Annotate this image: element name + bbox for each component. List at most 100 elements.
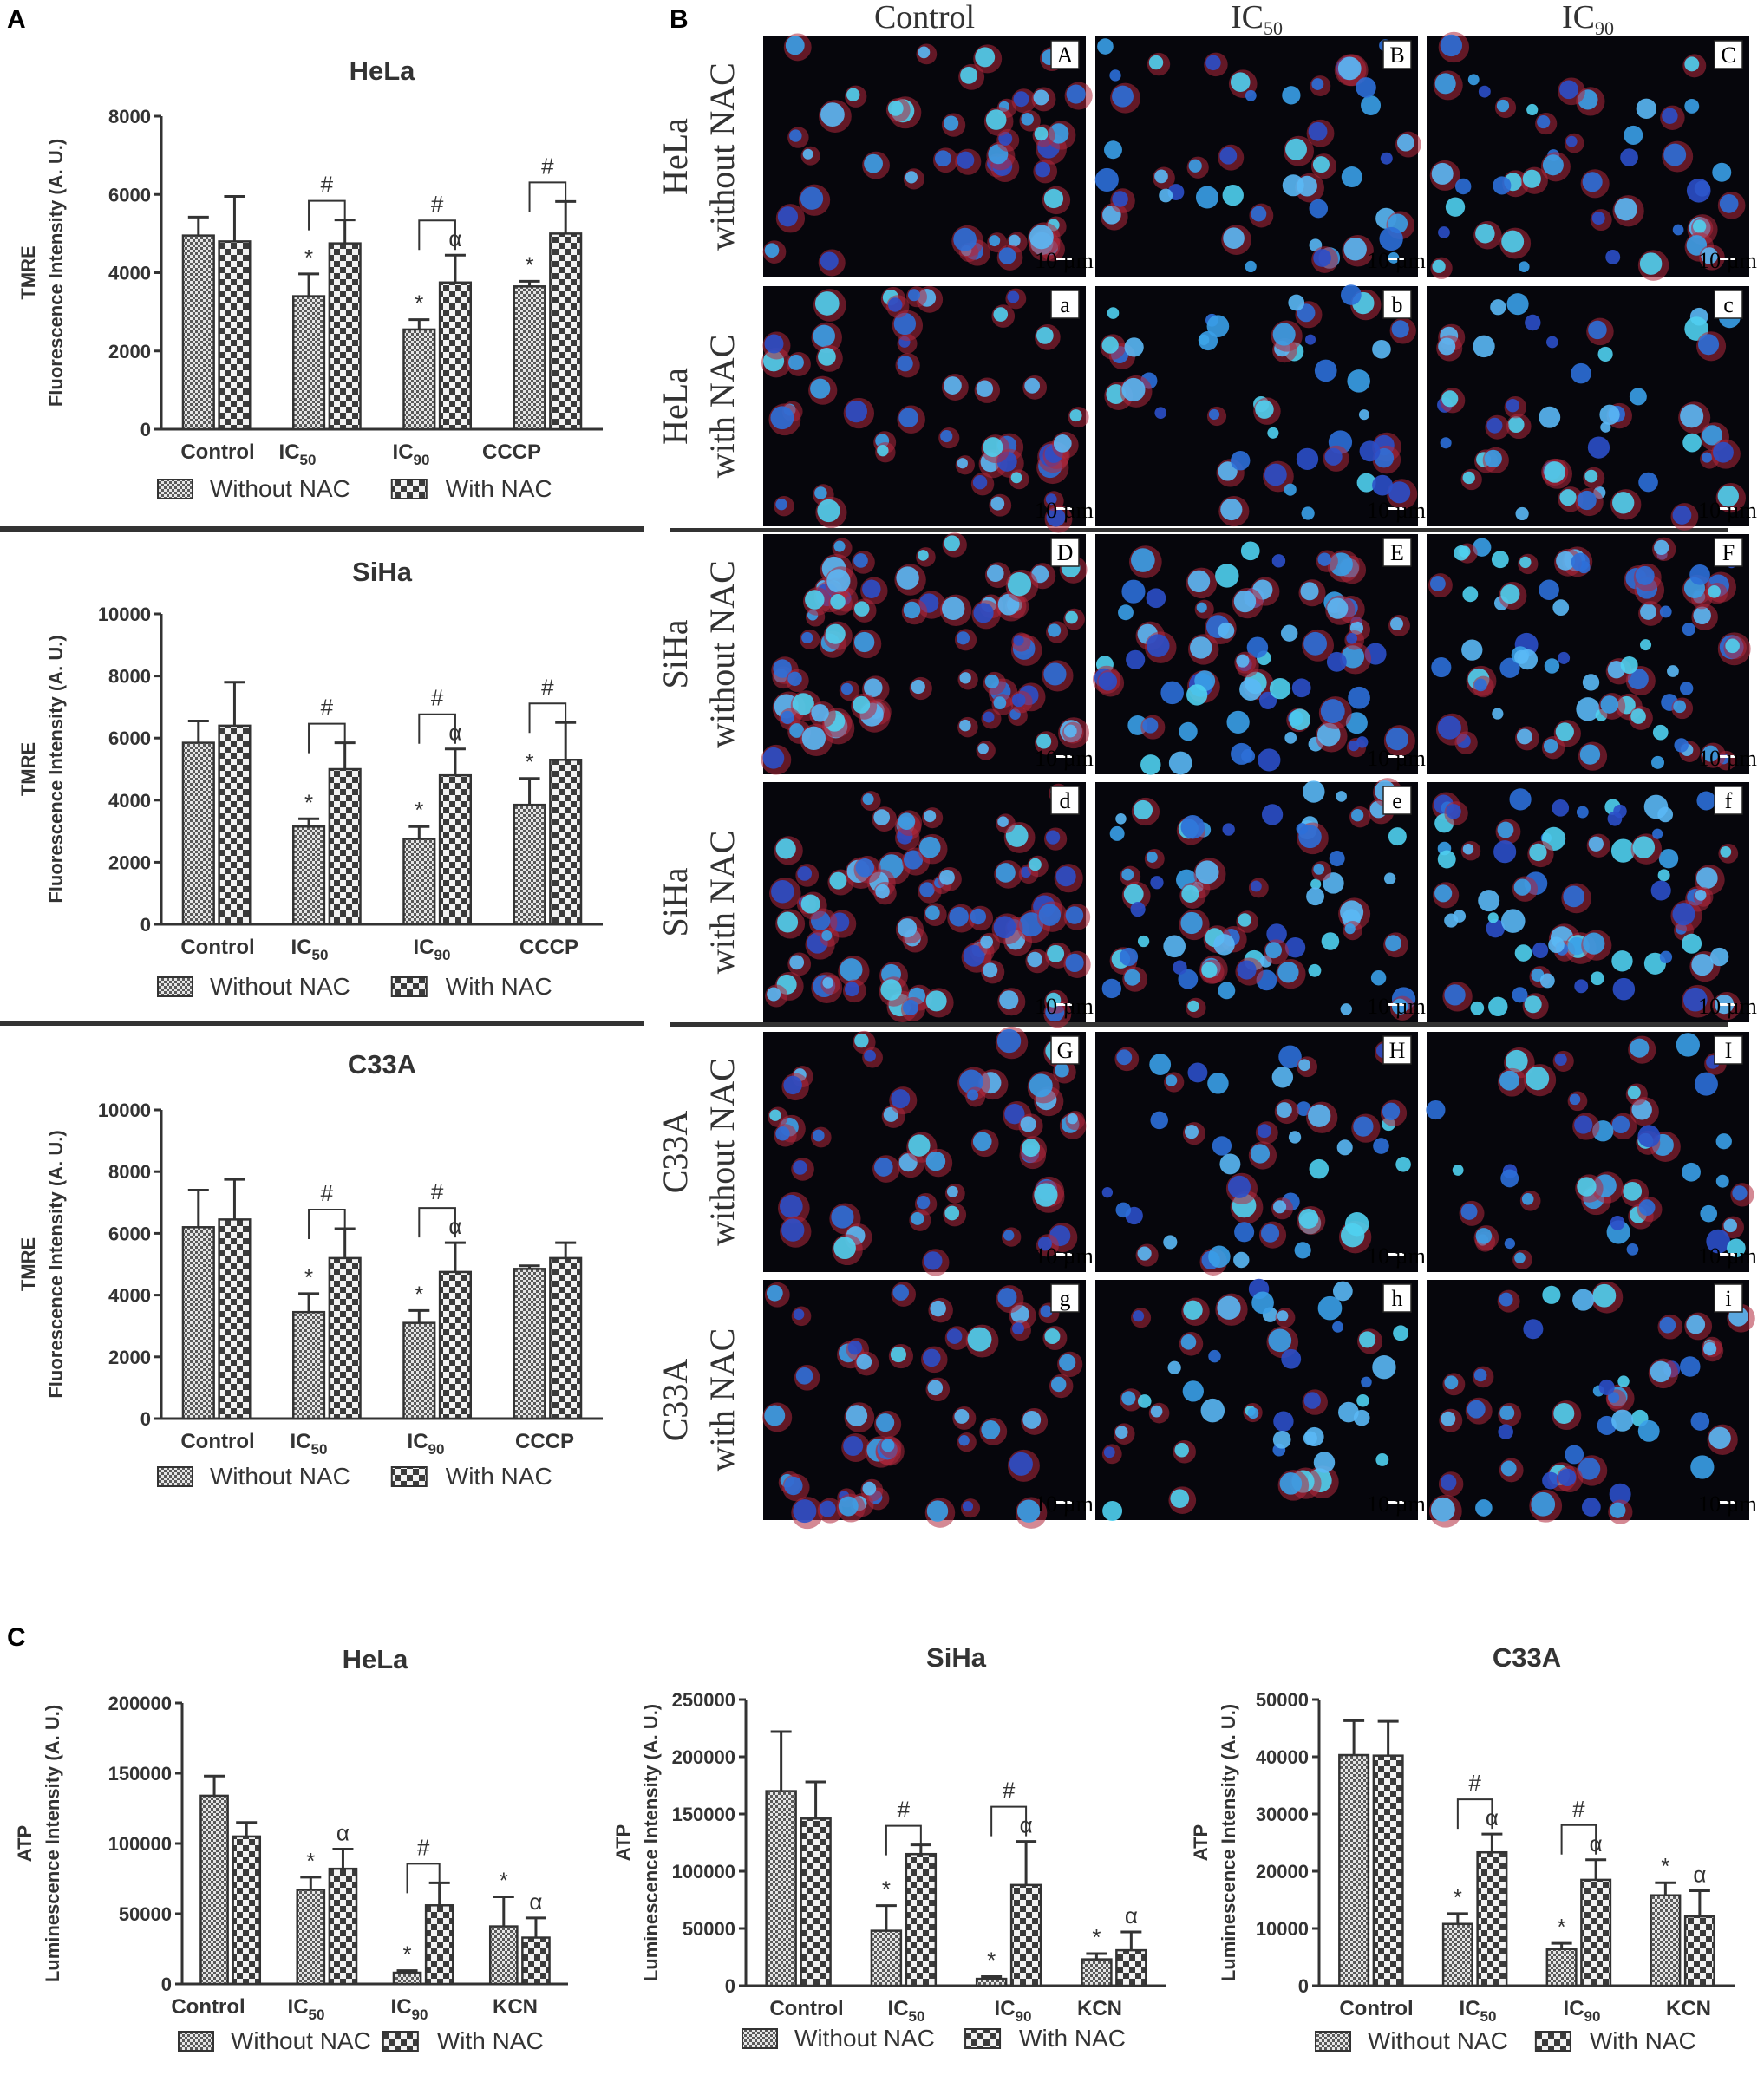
category-label: IC50 xyxy=(291,1430,328,1458)
nucleus xyxy=(946,1185,958,1197)
nucleus xyxy=(1599,404,1620,425)
nucleus xyxy=(1444,1375,1459,1390)
nucleus xyxy=(977,743,989,754)
nucleus xyxy=(800,894,820,914)
nucleus xyxy=(1475,223,1495,244)
nucleus xyxy=(853,631,875,653)
nucleus xyxy=(1514,1252,1526,1264)
nucleus xyxy=(1506,293,1529,316)
nucleus xyxy=(1149,1054,1172,1075)
nucleus xyxy=(864,153,883,173)
nucleus xyxy=(1558,1468,1577,1487)
nucleus xyxy=(1662,108,1678,125)
nucleus xyxy=(1370,969,1387,986)
nucleus xyxy=(1702,425,1722,446)
nucleus xyxy=(1183,1300,1203,1321)
nucleus xyxy=(1444,984,1466,1006)
nucleus xyxy=(1029,1073,1053,1098)
nucleus xyxy=(1491,551,1509,569)
micrograph-panel: b 10 µm xyxy=(1095,284,1426,527)
significance-star: * xyxy=(415,290,423,316)
nucleus xyxy=(960,66,978,84)
nucleus xyxy=(825,623,846,644)
nucleus xyxy=(1170,1489,1190,1509)
nucleus xyxy=(1187,1062,1208,1083)
row-header-cell-line: C33A xyxy=(656,1111,695,1194)
nucleus xyxy=(1651,755,1664,769)
nucleus xyxy=(1537,114,1551,129)
nucleus xyxy=(1059,1354,1076,1371)
legend-label-with-nac: With NAC xyxy=(437,2027,544,2054)
nucleus xyxy=(780,1194,803,1218)
nucleus xyxy=(1584,469,1598,483)
nucleus xyxy=(1672,224,1684,236)
nucleus xyxy=(1380,152,1393,165)
nucleus xyxy=(1301,506,1315,520)
nucleus xyxy=(864,678,883,697)
nucleus xyxy=(970,908,987,925)
nucleus xyxy=(1359,1331,1376,1348)
nucleus xyxy=(1686,178,1711,203)
nucleus xyxy=(787,671,802,687)
legend: Without NAC With NAC xyxy=(1315,2027,1696,2054)
nucleus xyxy=(1187,570,1211,593)
nucleus xyxy=(819,1500,836,1517)
bar-with-nac xyxy=(905,1852,938,1987)
nucleus xyxy=(766,1284,783,1302)
nucleus xyxy=(1142,717,1159,734)
nucleus xyxy=(1067,1113,1078,1125)
panel-letter: a xyxy=(1060,292,1070,317)
nucleus xyxy=(1565,135,1578,147)
significance-bracket xyxy=(885,1824,922,1856)
micrograph-panel: B 10 µm xyxy=(1094,36,1426,277)
nucleus xyxy=(1359,440,1381,462)
nucleus xyxy=(1115,1202,1132,1218)
category-label: Control xyxy=(1339,1997,1413,2020)
nucleus xyxy=(957,151,975,169)
y-tick-label: 4000 xyxy=(108,1285,151,1307)
nucleus xyxy=(1679,682,1694,695)
nucleus xyxy=(1181,884,1199,903)
nucleus xyxy=(1187,1000,1199,1013)
panel-letter-box xyxy=(1050,1035,1080,1065)
nucleus xyxy=(1632,836,1656,858)
nucleus xyxy=(1588,836,1604,852)
nucleus xyxy=(1674,738,1689,753)
nucleus xyxy=(1281,1348,1302,1369)
bar-with-nac xyxy=(328,242,362,431)
nucleus xyxy=(1148,55,1164,70)
nucleus xyxy=(983,962,998,978)
nucleus xyxy=(1391,320,1409,338)
nucleus xyxy=(1107,307,1120,319)
nucleus xyxy=(1506,1049,1528,1073)
nucleus xyxy=(846,1405,868,1426)
y-tick-label: 50000 xyxy=(119,1903,172,1925)
nucleus xyxy=(1182,1380,1204,1402)
nucleus xyxy=(1034,127,1049,141)
chart-title: C33A xyxy=(1493,1642,1561,1673)
significance-star: * xyxy=(402,1941,411,1967)
legend-label-without-nac: Without NAC xyxy=(210,973,350,1000)
nucleus xyxy=(1273,1411,1294,1432)
significance-alpha: α xyxy=(1693,1861,1706,1887)
nucleus xyxy=(1245,260,1257,273)
nucleus xyxy=(1673,700,1687,714)
nucleus xyxy=(1341,645,1365,669)
nucleus xyxy=(1686,1315,1706,1334)
nucleus xyxy=(789,955,805,970)
nucleus xyxy=(1268,1328,1292,1353)
nucleus xyxy=(989,235,1001,247)
y-axis-label-top: ATP xyxy=(14,1825,36,1862)
nucleus xyxy=(1462,471,1475,485)
significance-alpha: α xyxy=(529,1889,542,1915)
nucleus xyxy=(1379,226,1403,251)
nucleus xyxy=(830,594,846,610)
nucleus xyxy=(1250,880,1262,892)
nucleus xyxy=(967,1089,979,1101)
nucleus xyxy=(943,115,959,131)
nucleus xyxy=(1692,219,1707,233)
nucleus xyxy=(1246,636,1269,658)
nucleus xyxy=(1313,249,1331,267)
nucleus xyxy=(1233,1251,1250,1269)
bar-without-nac xyxy=(181,1226,215,1420)
